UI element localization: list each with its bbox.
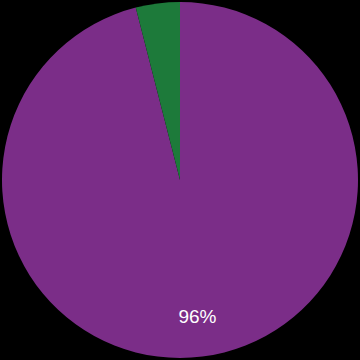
pie-slice — [2, 2, 358, 358]
pie: 96% — [2, 2, 358, 358]
background — [0, 0, 360, 360]
data-label: 96% — [178, 306, 216, 327]
pie-slice — [136, 2, 180, 180]
chart: 96% — [0, 0, 360, 360]
